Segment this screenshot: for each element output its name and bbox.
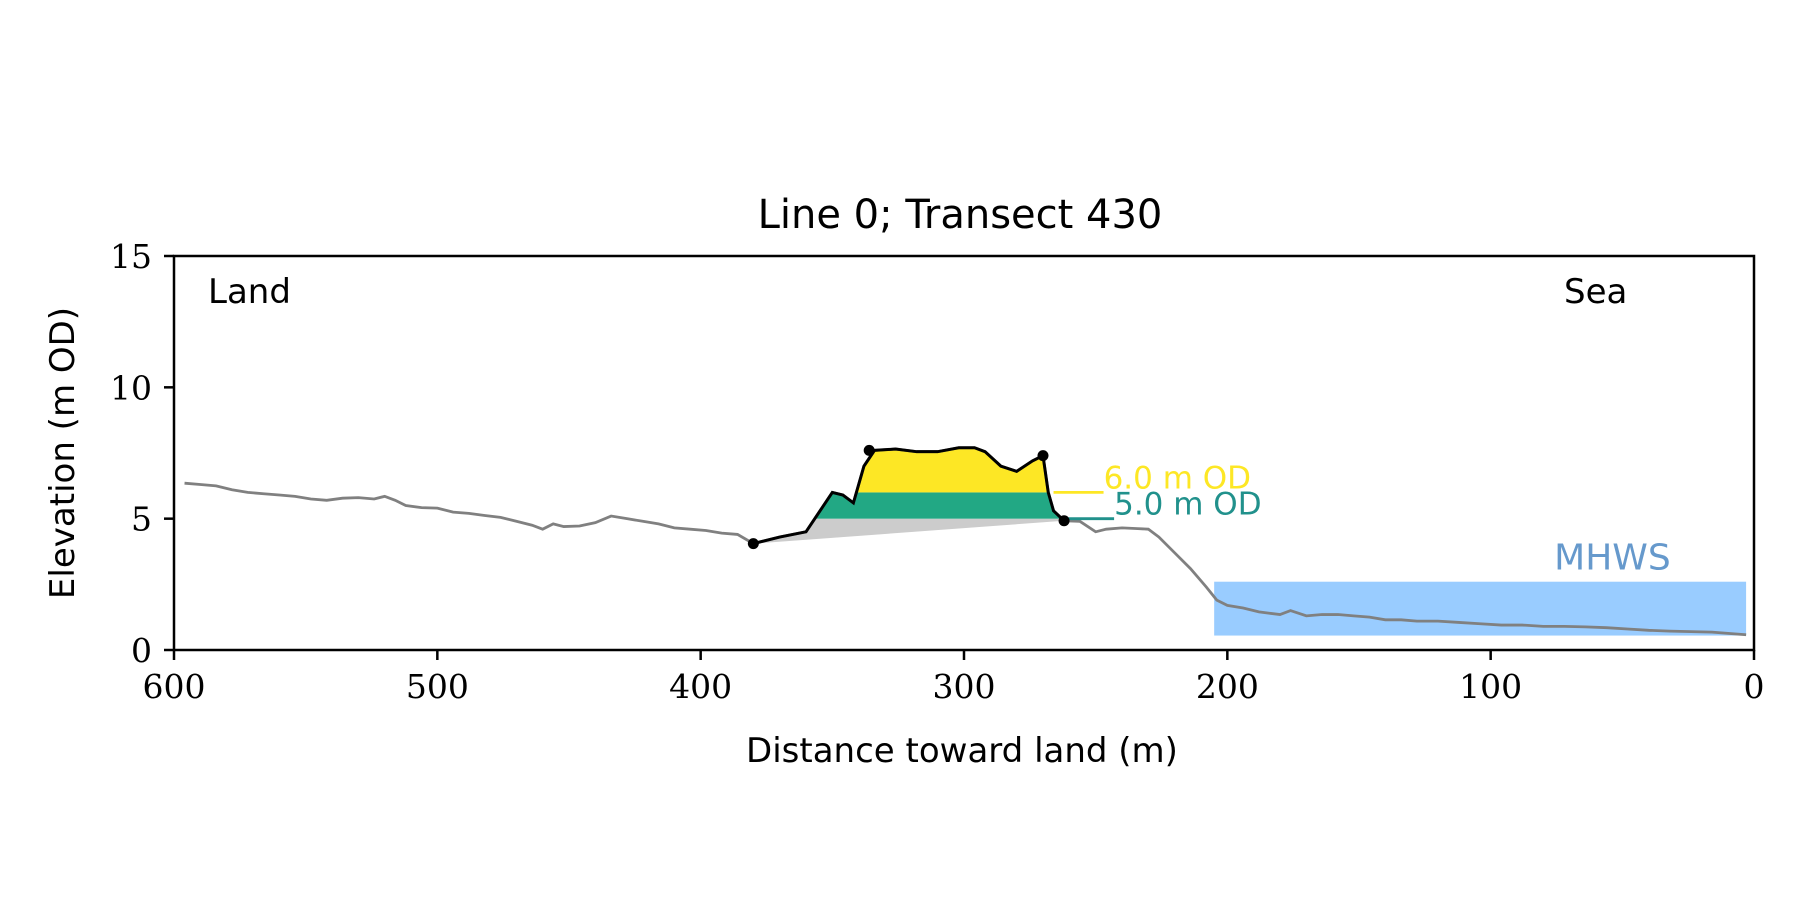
dune-marker-0 — [747, 538, 759, 550]
dune-outline — [752, 446, 1066, 546]
x-tick-label-500: 500 — [406, 667, 469, 706]
mhws-water — [1214, 581, 1747, 636]
level-label-5: 5.0 m OD — [1114, 487, 1261, 523]
y-axis-label: Elevation (m OD) — [43, 307, 83, 599]
mhws-label: MHWS — [1554, 538, 1671, 579]
dune-fill-5m — [753, 492, 1065, 519]
y-tick-label-5: 5 — [131, 500, 152, 539]
y-tick-label-15: 15 — [110, 237, 152, 276]
dune-marker-3 — [1058, 515, 1070, 527]
plot-area: MHWS 6.0 m OD5.0 m OD — [184, 444, 1747, 637]
dune-marker-1 — [863, 444, 875, 456]
land-annotation: Land — [208, 272, 291, 312]
x-tick-label-100: 100 — [1459, 667, 1522, 706]
x-tick-label-200: 200 — [1196, 667, 1259, 706]
dune-marker-2 — [1037, 450, 1049, 462]
level-label-6: 6.0 m OD — [1104, 460, 1251, 496]
sea-annotation: Sea — [1564, 272, 1627, 312]
dune-base-fill — [753, 518, 1065, 544]
x-tick-label-600: 600 — [143, 667, 206, 706]
dune-fill-6m — [753, 447, 1065, 493]
x-axis-label: Distance toward land (m) — [746, 731, 1178, 771]
x-tick-label-400: 400 — [669, 667, 732, 706]
x-axis: 600 500 400 300 200 100 0 — [143, 650, 1765, 706]
y-axis: 0 5 10 15 — [110, 237, 174, 670]
y-tick-label-0: 0 — [131, 631, 152, 670]
chart-title: Line 0; Transect 430 — [758, 192, 1163, 238]
x-tick-label-0: 0 — [1744, 667, 1765, 706]
x-tick-label-300: 300 — [933, 667, 996, 706]
y-tick-label-10: 10 — [110, 368, 152, 407]
